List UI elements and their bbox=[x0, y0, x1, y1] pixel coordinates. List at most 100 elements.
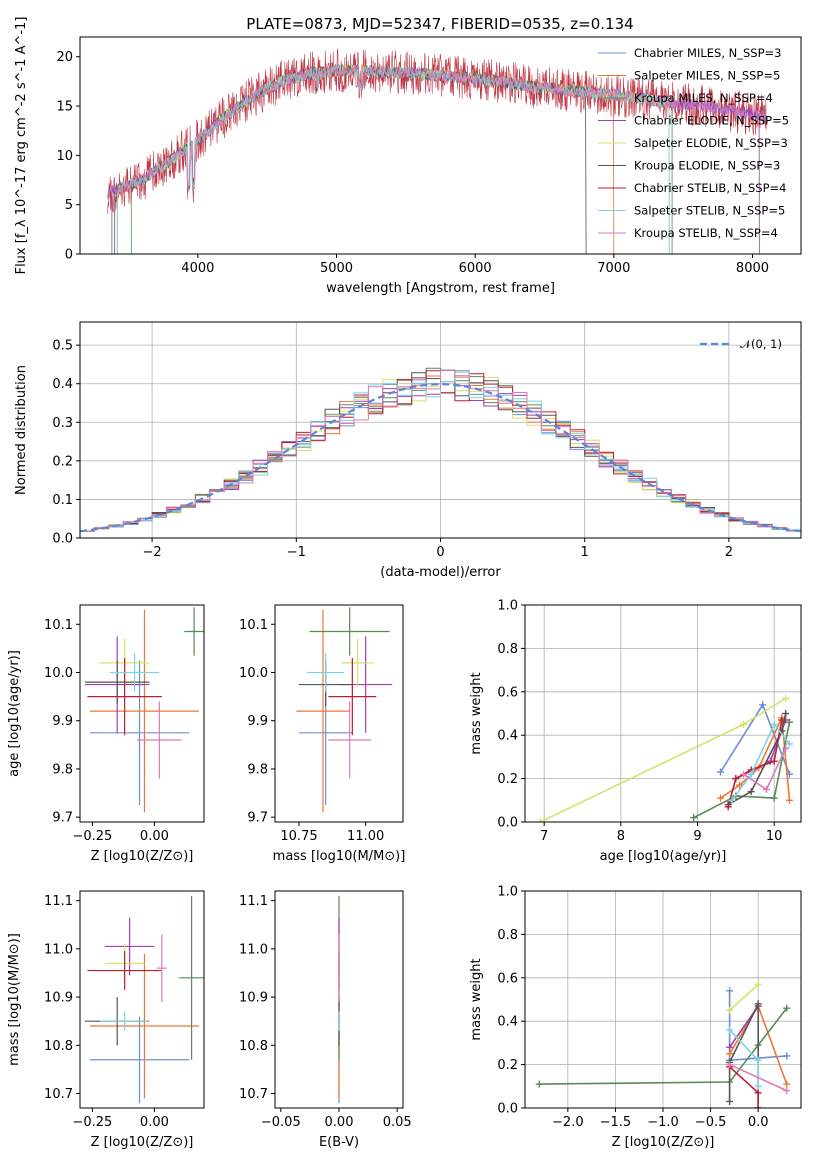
y-tick-label: 10.1 bbox=[239, 618, 268, 633]
weight-point-marker bbox=[726, 1026, 734, 1034]
y-tick-label: 0.0 bbox=[497, 1102, 518, 1117]
legend-entry: 𝒩(0, 1) bbox=[740, 337, 782, 351]
errorbar-point bbox=[156, 934, 167, 1002]
y-tick-label: 9.9 bbox=[247, 714, 268, 729]
y-tick-label: 0.2 bbox=[52, 454, 73, 469]
weight-point-marker bbox=[754, 1082, 762, 1090]
weight-point-marker bbox=[754, 1104, 762, 1108]
legend-entry: Salpeter ELODIE, N_SSP=3 bbox=[634, 136, 788, 150]
y-tick-label: 0.2 bbox=[497, 772, 518, 787]
y-tick-label: 10.8 bbox=[44, 1039, 73, 1054]
weight-point-marker bbox=[536, 818, 544, 822]
errorbar-point bbox=[341, 638, 374, 687]
weight-point-marker bbox=[690, 814, 698, 822]
errorbar-point bbox=[89, 1016, 190, 1104]
axes-frame bbox=[524, 604, 802, 823]
plot-area-age-vs-mass bbox=[296, 607, 393, 813]
plot-area-weight-vs-age bbox=[536, 694, 793, 822]
weight-point-marker bbox=[754, 980, 762, 988]
y-tick-label: 10.9 bbox=[239, 991, 268, 1006]
y-axis-label: Normed distribution bbox=[14, 365, 29, 495]
y-tick-label: 0.5 bbox=[52, 339, 73, 354]
figure-title: PLATE=0873, MJD=52347, FIBERID=0535, z=0… bbox=[246, 15, 633, 33]
errorbar-point bbox=[87, 951, 162, 990]
errorbar-point bbox=[184, 607, 204, 656]
weight-point-marker bbox=[786, 718, 793, 726]
y-tick-label: 0.8 bbox=[497, 642, 518, 657]
weight-point-marker bbox=[754, 1000, 762, 1008]
x-axis-label: age [log10(age/yr)] bbox=[600, 849, 727, 864]
y-axis-label: Flux [f_λ 10^-17 erg cm^-2 s^-1 A^-1] bbox=[14, 17, 29, 275]
spectrum-series-line bbox=[116, 64, 670, 254]
y-axis-label: age [log10(age/yr)] bbox=[7, 650, 22, 777]
x-tick-label: −1.0 bbox=[647, 1115, 679, 1130]
weight-point-marker bbox=[726, 1050, 734, 1058]
x-tick-label: 2 bbox=[725, 545, 733, 560]
weight-point-marker bbox=[778, 716, 786, 724]
y-tick-label: 0.4 bbox=[497, 729, 518, 744]
weight-series-line bbox=[727, 713, 787, 806]
errorbar-point bbox=[328, 658, 377, 736]
weight-point-marker bbox=[759, 701, 767, 709]
axes-residuals: −2 −1 0 1 2 0.0 0.1 0.2 0.3 0.4 0.5 (data-model)/er… bbox=[14, 321, 802, 580]
y-tick-label: 11.0 bbox=[44, 942, 73, 957]
x-tick-label: −0.25 bbox=[72, 1115, 112, 1130]
plot-area-mass-vs-Z bbox=[84, 895, 204, 1104]
weight-point-marker bbox=[726, 1097, 734, 1105]
weight-series-line bbox=[693, 722, 791, 819]
y-tick-label: 10.8 bbox=[239, 1039, 268, 1054]
errorbar-point bbox=[87, 658, 162, 736]
axes-mass-vs-Z: −0.25 0.00 10.7 10.8 10.9 11.0 11.1 Z [log10(Z/… bbox=[7, 890, 205, 1150]
y-tick-label: 0.4 bbox=[497, 1015, 518, 1030]
axes-weight-vs-Z: −2.0 −1.5 −1.0 −0.5 0.0 0.0 0.2 0.4 0.6 0.8 1.0 Z [… bbox=[469, 885, 802, 1150]
weight-series-line bbox=[729, 1063, 788, 1092]
weight-point-marker bbox=[728, 796, 736, 804]
errorbar-point bbox=[99, 1011, 150, 1031]
y-tick-label: 0.0 bbox=[497, 816, 518, 831]
weight-point-marker bbox=[783, 1087, 791, 1095]
weight-point-marker bbox=[783, 1052, 791, 1060]
weight-point-marker bbox=[754, 1089, 762, 1097]
x-axis-label: Z [log10(Z/Z⊙)] bbox=[612, 1135, 715, 1150]
spectrum-legend: Chabrier MILES, N_SSP=3 Salpeter MILES, N… bbox=[598, 46, 789, 240]
weight-point-marker bbox=[770, 794, 778, 802]
x-axis-label: mass [log10(M/M⊙)] bbox=[273, 849, 406, 864]
axes-age-vs-Z: −0.25 0.00 9.7 9.8 9.9 10.0 10.1 Z [log10(Z/Z⊙)… bbox=[7, 604, 205, 864]
histogram-series-line bbox=[80, 369, 801, 532]
y-tick-label: 10.0 bbox=[239, 666, 268, 681]
plot-area-age-vs-Z bbox=[84, 607, 204, 813]
x-tick-label: 6000 bbox=[459, 261, 492, 276]
y-tick-label: 1.0 bbox=[497, 599, 518, 614]
y-tick-label: 10.7 bbox=[44, 1087, 73, 1102]
weight-point-marker bbox=[726, 1006, 734, 1014]
legend-entry: Chabrier STELIB, N_SSP=4 bbox=[634, 181, 786, 195]
x-tick-label: 8000 bbox=[736, 261, 769, 276]
weight-point-marker bbox=[726, 1043, 734, 1051]
weight-point-marker bbox=[740, 720, 747, 728]
x-tick-label: 0 bbox=[436, 545, 444, 560]
weight-point-marker bbox=[763, 785, 770, 793]
x-tick-label: −0.05 bbox=[261, 1115, 301, 1130]
weight-point-marker bbox=[717, 794, 724, 802]
x-tick-label: −0.5 bbox=[695, 1115, 727, 1130]
weight-point-marker bbox=[782, 744, 790, 752]
y-tick-label: 9.7 bbox=[247, 811, 268, 826]
x-tick-label: −2 bbox=[143, 545, 162, 560]
x-axis-label: wavelength [Angstrom, rest frame] bbox=[326, 281, 555, 296]
weight-point-marker bbox=[726, 987, 734, 995]
y-axis-label: mass weight bbox=[469, 958, 484, 1040]
y-tick-label: 11.1 bbox=[239, 894, 268, 909]
weight-series-line bbox=[539, 697, 787, 822]
x-tick-label: 10 bbox=[766, 829, 783, 844]
x-axis-label: Z [log10(Z/Z⊙)] bbox=[91, 849, 194, 864]
weight-point-marker bbox=[770, 720, 778, 728]
y-tick-label: 0.1 bbox=[52, 493, 73, 508]
weight-point-marker bbox=[724, 803, 732, 811]
x-tick-label: 0.00 bbox=[140, 1115, 169, 1130]
errorbar-point bbox=[89, 953, 200, 1099]
y-tick-label: 0.4 bbox=[52, 377, 73, 392]
y-tick-label: 11.0 bbox=[239, 942, 268, 957]
x-tick-label: 0.00 bbox=[325, 1115, 354, 1130]
weight-point-marker bbox=[786, 796, 793, 804]
